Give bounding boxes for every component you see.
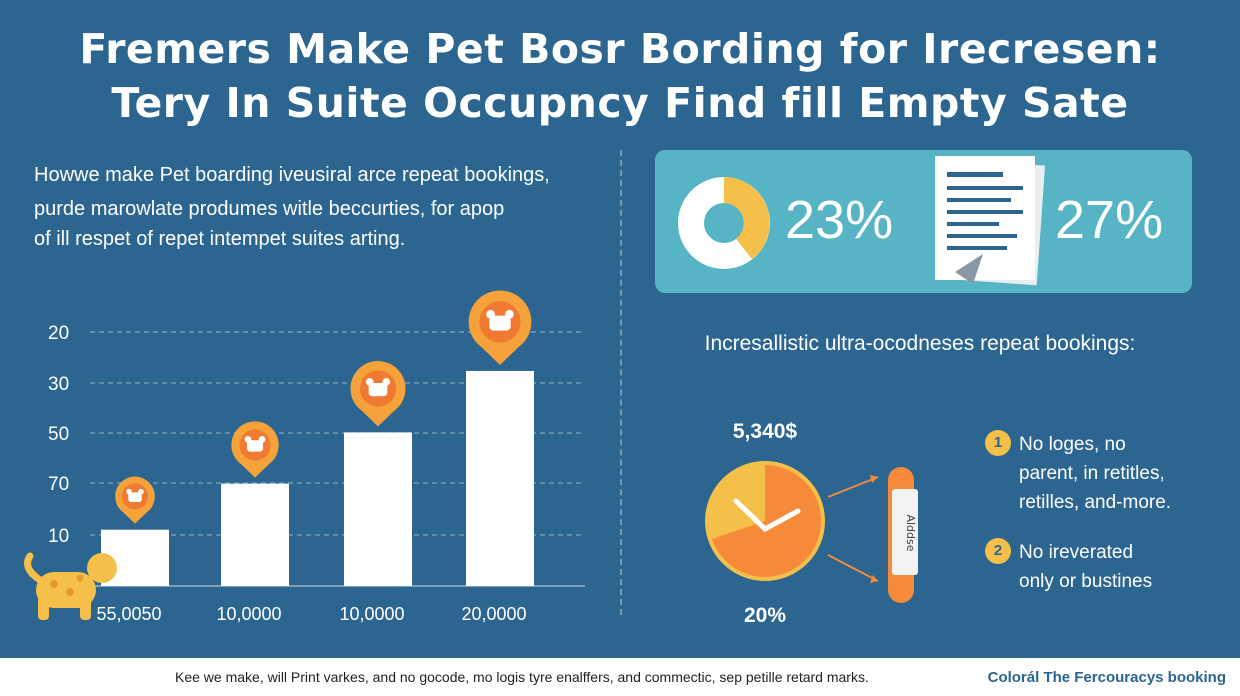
amount-value: 5,340$ <box>732 420 798 443</box>
x-tick-label: 10,0000 <box>216 604 281 624</box>
bar-chart: 20 30 50 70 10 55,0050 10,0000 10,0000 20,0000 <box>24 290 585 624</box>
note-text-2: No ireverated only or bustines <box>1019 538 1219 596</box>
note-2-line-1: No ireverated <box>1019 542 1134 563</box>
title-line-1: Fremers Make Pet Bosr Bording for Irecre… <box>79 25 1161 73</box>
document-icon <box>935 156 1046 286</box>
page-title: Fremers Make Pet Bosr Bording for Irecre… <box>0 22 1240 130</box>
paw-pin-icon <box>350 361 406 427</box>
note-text-1: No loges, no parent, in retitles, retill… <box>1019 430 1219 517</box>
footer-bar: Kee we make, will Print varkes, and no g… <box>0 658 1240 696</box>
note-1-line-3: retilles, and-more. <box>1019 492 1172 513</box>
donut-chart-icon <box>678 177 770 269</box>
clock-graphic: Alddse <box>705 461 918 603</box>
intro-line-1: Howwe make Pet boarding iveusiral arce r… <box>34 164 550 186</box>
section-divider <box>620 150 622 615</box>
y-tick-label: 20 <box>48 323 69 344</box>
dog-icon <box>24 552 117 620</box>
section-subtitle: Incresallistic ultra-ocodneses repeat bo… <box>704 332 1136 355</box>
bar <box>466 370 534 586</box>
note-1-line-1: No loges, no <box>1019 434 1126 455</box>
pen-icon: Alddse <box>888 467 918 603</box>
footer-brand: Colorál The Fercouracys booking <box>987 669 1226 686</box>
note-2-line-2: only or bustines <box>1019 571 1153 592</box>
intro-paragraph: Howwe make Pet boarding iveusiral arce r… <box>34 160 604 254</box>
note-number-2: 2 <box>985 538 1011 564</box>
x-tick-label: 10,0000 <box>339 604 404 624</box>
stat-right-value: 27% <box>1055 190 1164 250</box>
pen-label: Alddse <box>904 514 917 551</box>
intro-line-3: of ill respet of repet intempet suites a… <box>34 228 406 250</box>
paw-pin-icon <box>468 290 532 365</box>
note-1-line-2: parent, in retitles, <box>1019 463 1165 484</box>
percent-value: 20% <box>743 604 787 627</box>
footer-text: Kee we make, will Print varkes, and no g… <box>175 669 869 685</box>
y-tick-label: 30 <box>48 374 69 395</box>
stat-left-value: 23% <box>785 190 894 250</box>
bar <box>344 432 412 586</box>
title-line-2: Tery In Suite Occupncy Find fill Empty S… <box>111 79 1129 127</box>
bar <box>221 483 289 586</box>
intro-line-2: purde marowlate produmes witle beccurtie… <box>34 198 505 220</box>
x-tick-label: 20,0000 <box>461 604 526 624</box>
paw-pin-icon <box>115 476 155 524</box>
y-tick-label: 70 <box>48 474 69 495</box>
stat-card: 23% 27% <box>655 150 1192 293</box>
y-tick-label: 50 <box>48 424 69 445</box>
paw-pin-icon <box>231 421 279 478</box>
y-tick-label: 10 <box>48 526 69 547</box>
note-number-1: 1 <box>985 430 1011 456</box>
x-tick-label: 55,0050 <box>96 604 161 624</box>
